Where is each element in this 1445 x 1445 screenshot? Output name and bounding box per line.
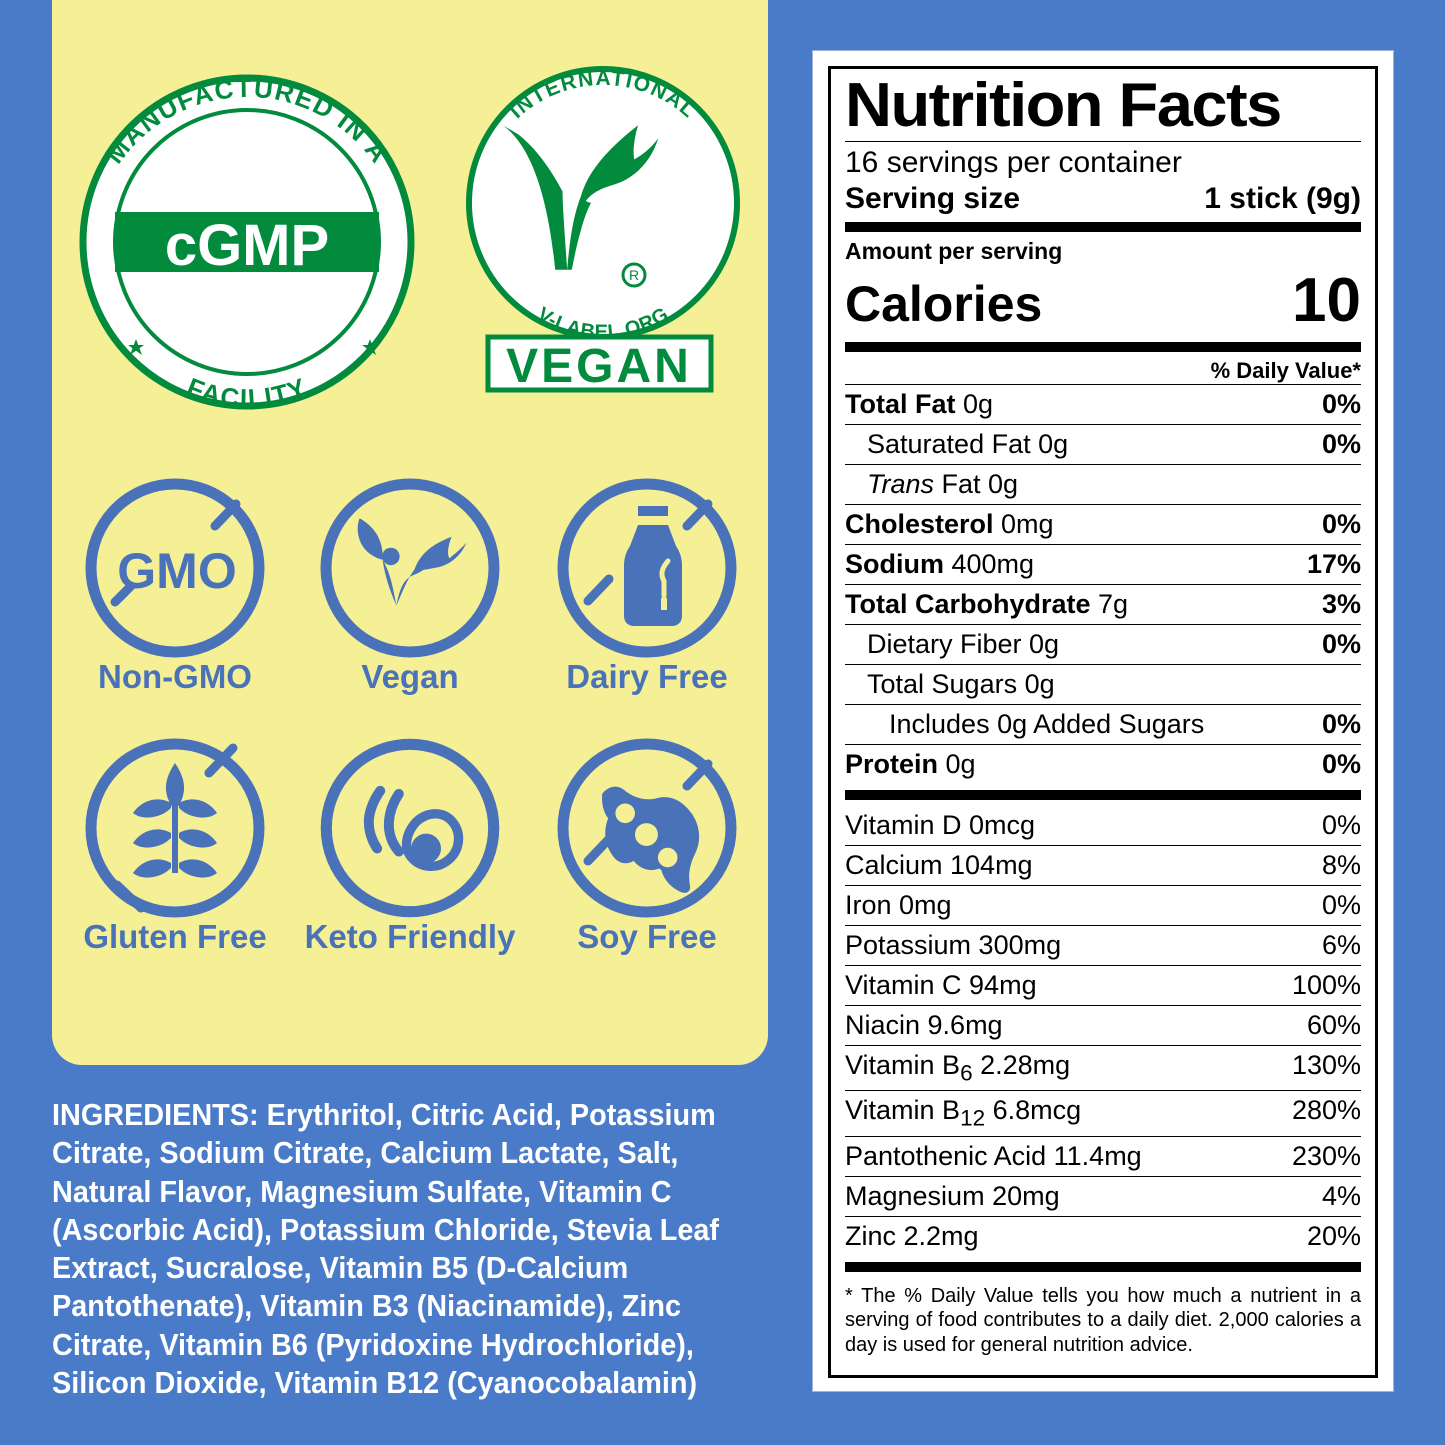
svg-text:Dairy Free: Dairy Free: [566, 658, 727, 695]
svg-text:Non-GMO: Non-GMO: [98, 658, 252, 695]
svg-text:Keto Friendly: Keto Friendly: [305, 918, 517, 955]
svg-text:GMO: GMO: [117, 543, 236, 599]
svg-text:Vegan: Vegan: [361, 658, 458, 695]
svg-text:VEGAN: VEGAN: [506, 340, 692, 393]
svg-text:cGMP: cGMP: [165, 213, 329, 278]
svg-text:R: R: [629, 267, 639, 283]
svg-text:Soy Free: Soy Free: [577, 918, 716, 955]
svg-text:Gluten Free: Gluten Free: [83, 918, 266, 955]
